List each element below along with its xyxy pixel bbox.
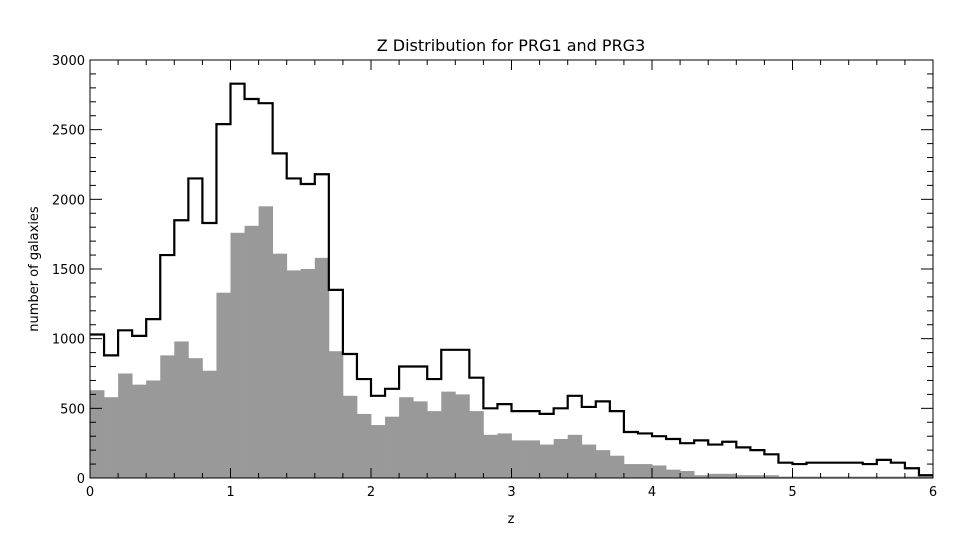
filled-bar: [441, 391, 456, 478]
filled-bar: [750, 475, 765, 478]
filled-bar: [160, 355, 175, 478]
axes: 0 1 2 3 4 5 6 0 500 1000 1500 2000 2500 3000: [52, 54, 937, 500]
filled-bar: [385, 416, 400, 478]
filled-bar: [230, 232, 245, 478]
filled-bar: [483, 434, 498, 478]
filled-bar: [848, 476, 864, 478]
filled-bar: [876, 476, 892, 478]
filled-bar: [525, 440, 540, 478]
filled-bar: [609, 455, 625, 478]
filled-bar: [188, 358, 203, 478]
filled-bar: [132, 384, 147, 478]
filled-bar: [623, 464, 639, 478]
filled-bar: [637, 464, 653, 478]
filled-bar: [244, 225, 259, 478]
filled-bar: [328, 351, 344, 478]
filled-bar: [736, 475, 751, 478]
step-outline-series: [90, 82, 933, 477]
x-tick-label: 4: [648, 485, 656, 500]
filled-bar: [104, 397, 119, 478]
filled-bar: [890, 476, 906, 478]
x-tick-label: 0: [86, 485, 94, 500]
filled-bar: [722, 473, 737, 478]
filled-bar: [286, 270, 302, 478]
filled-bar: [469, 411, 484, 478]
filled-bar: [595, 450, 611, 478]
filled-bar: [342, 395, 358, 478]
filled-bar: [553, 438, 569, 478]
filled-bar: [904, 476, 920, 478]
filled-bar: [399, 397, 414, 478]
filled-bar: [581, 444, 597, 478]
filled-bar: [792, 476, 807, 478]
filled-bar: [778, 476, 793, 478]
filled-bar: [834, 476, 850, 478]
chart-title: Z Distribution for PRG1 and PRG3: [377, 36, 646, 55]
x-tick-label: 6: [929, 485, 937, 500]
filled-bar: [918, 476, 934, 478]
filled-bar: [272, 253, 288, 478]
filled-bar: [300, 269, 316, 478]
y-tick-label: 3000: [52, 54, 85, 69]
filled-bar: [216, 292, 231, 478]
filled-bar: [652, 465, 667, 478]
filled-bar: [118, 373, 133, 478]
x-tick-label: 1: [226, 485, 234, 500]
filled-bar: [806, 476, 821, 478]
x-tick-label: 5: [788, 485, 796, 500]
filled-bar: [567, 434, 583, 478]
x-tick-label: 2: [367, 485, 375, 500]
x-tick-label: 3: [507, 485, 515, 500]
filled-bar: [708, 473, 723, 478]
y-tick-label: 500: [60, 402, 85, 417]
filled-bar: [314, 257, 330, 478]
filled-bar: [539, 444, 555, 478]
filled-bar: [202, 370, 217, 478]
filled-bar: [90, 390, 105, 478]
y-tick-label: 1500: [52, 263, 85, 278]
filled-bar: [497, 433, 512, 478]
filled-bar: [666, 469, 681, 478]
filled-bar: [146, 380, 161, 478]
filled-bar: [427, 411, 442, 478]
filled-bar: [356, 413, 372, 478]
filled-bar: [258, 206, 274, 479]
filled-bar: [371, 425, 386, 478]
filled-bar: [694, 475, 709, 478]
plot-area: [90, 82, 934, 479]
filled-bar: [680, 471, 695, 478]
filled-bar: [764, 475, 779, 478]
y-tick-label: 0: [77, 472, 85, 487]
filled-bar: [455, 394, 470, 478]
y-axis-label: number of galaxies: [27, 206, 42, 332]
filled-bar: [820, 476, 836, 478]
y-tick-label: 2500: [52, 124, 85, 139]
filled-bar: [862, 476, 878, 478]
filled-bar: [174, 341, 189, 478]
filled-bar: [511, 440, 526, 478]
x-axis-label: z: [508, 512, 515, 527]
y-tick-label: 2000: [52, 193, 85, 208]
y-tick-label: 1000: [52, 333, 85, 348]
filled-bar: [413, 401, 428, 478]
